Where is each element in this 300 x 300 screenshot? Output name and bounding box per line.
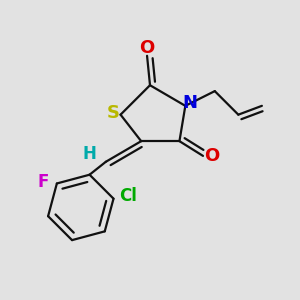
Text: S: S	[107, 104, 120, 122]
Text: O: O	[140, 39, 155, 57]
Text: N: N	[182, 94, 197, 112]
Text: O: O	[204, 147, 220, 165]
Text: H: H	[83, 146, 97, 164]
Text: Cl: Cl	[119, 187, 137, 205]
Text: F: F	[38, 173, 49, 191]
